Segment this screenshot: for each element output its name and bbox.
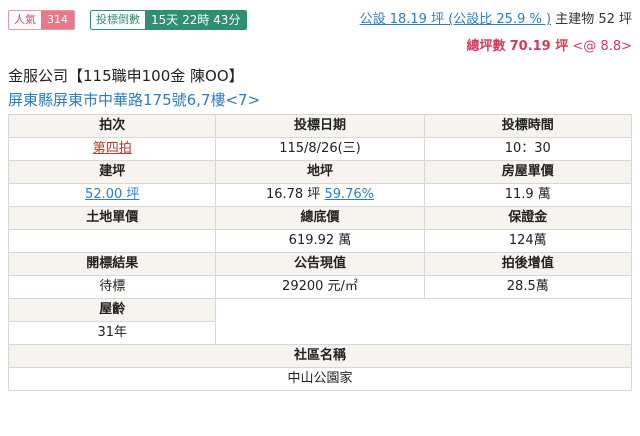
area-summary: 公設 18.19 坪 (公設比 25.9 % ) 主建物 52 坪	[360, 11, 632, 29]
table-row: 待標 29200 元/㎡ 28.5萬	[7, 275, 633, 299]
main-building-area: 主建物 52 坪	[555, 12, 632, 27]
post-auction-value: 28.5萬	[423, 275, 633, 299]
table-row: 建坪 地坪 房屋單價	[7, 160, 633, 184]
bid-time-value: 10：30	[423, 137, 633, 161]
countdown-badge: 投標倒數 15天 22時 43分	[90, 10, 248, 30]
land-area-pct-link[interactable]: 59.76%	[324, 187, 375, 202]
popularity-badge: 人氣 314	[8, 10, 75, 30]
table-row: 開標結果 公告現值 拍後增值	[7, 252, 633, 276]
house-unit-price-value: 11.9 萬	[423, 183, 633, 207]
round-link[interactable]: 第四拍	[92, 141, 132, 156]
land-area-cell: 16.78 坪 59.76%	[215, 183, 425, 207]
community-value: 中山公園家	[8, 367, 632, 391]
building-area-header: 建坪	[7, 160, 217, 184]
bid-date-header: 投標日期	[215, 114, 425, 138]
table-row: 52.00 坪 16.78 坪 59.76% 11.9 萬	[7, 183, 633, 207]
total-area: 總坪數 70.19 坪 <@ 8.8>	[466, 38, 632, 56]
table-row: 社區名稱	[8, 344, 632, 368]
property-address[interactable]: 屏東縣屏東市中華路175號6,7樓<7>	[8, 91, 261, 109]
deposit-header: 保證金	[423, 206, 633, 230]
case-title: 金服公司【115職申100金 陳OO】	[8, 67, 244, 85]
land-unit-price-value	[7, 229, 217, 253]
bid-time-header: 投標時間	[423, 114, 633, 138]
countdown-value: 15天 22時 43分	[145, 11, 247, 29]
auction-info-table: 拍次 投標日期 投標時間 第四拍 115/8/26(三) 10：30 建坪 地坪…	[7, 114, 633, 391]
age-header: 屋齡	[7, 298, 217, 322]
community-header: 社區名稱	[8, 344, 632, 368]
land-area-header: 地坪	[215, 160, 425, 184]
age-value: 31年	[7, 321, 217, 345]
unit-price-note: <@ 8.8>	[572, 39, 632, 54]
result-value: 待標	[7, 275, 217, 299]
announced-value-header: 公告現值	[215, 252, 425, 276]
base-price-value: 619.92 萬	[215, 229, 425, 253]
public-area-link[interactable]: 公設 18.19 坪 (公設比 25.9 % )	[359, 12, 552, 27]
popularity-label: 人氣	[9, 11, 41, 29]
building-area-link[interactable]: 52.00 坪	[85, 187, 140, 202]
post-auction-header: 拍後增值	[423, 252, 633, 276]
base-price-header: 總底價	[215, 206, 425, 230]
land-unit-price-header: 土地單價	[7, 206, 217, 230]
bid-date-value: 115/8/26(三)	[215, 137, 425, 161]
table-row: 619.92 萬 124萬	[7, 229, 633, 253]
total-area-label: 總坪數	[466, 39, 506, 54]
deposit-value: 124萬	[423, 229, 633, 253]
announced-value-value: 29200 元/㎡	[215, 275, 425, 299]
popularity-count: 314	[41, 11, 74, 29]
table-row: 拍次 投標日期 投標時間	[7, 114, 633, 138]
building-area-cell: 52.00 坪	[7, 183, 217, 207]
top-bar: 人氣 314 投標倒數 15天 22時 43分 公設 18.19 坪 (公設比 …	[0, 0, 640, 40]
table-row: 土地單價 總底價 保證金	[7, 206, 633, 230]
round-header: 拍次	[7, 114, 217, 138]
land-area-value: 16.78 坪	[265, 187, 321, 202]
table-row: 中山公園家	[8, 367, 632, 391]
countdown-label: 投標倒數	[91, 11, 145, 29]
total-area-value: 70.19 坪	[509, 39, 569, 54]
house-unit-price-header: 房屋單價	[423, 160, 633, 184]
table-row: 第四拍 115/8/26(三) 10：30	[7, 137, 633, 161]
round-cell: 第四拍	[7, 137, 217, 161]
table-row: 31年	[7, 321, 632, 345]
result-header: 開標結果	[7, 252, 217, 276]
table-row: 屋齡	[7, 298, 632, 345]
empty-cell	[215, 298, 632, 345]
